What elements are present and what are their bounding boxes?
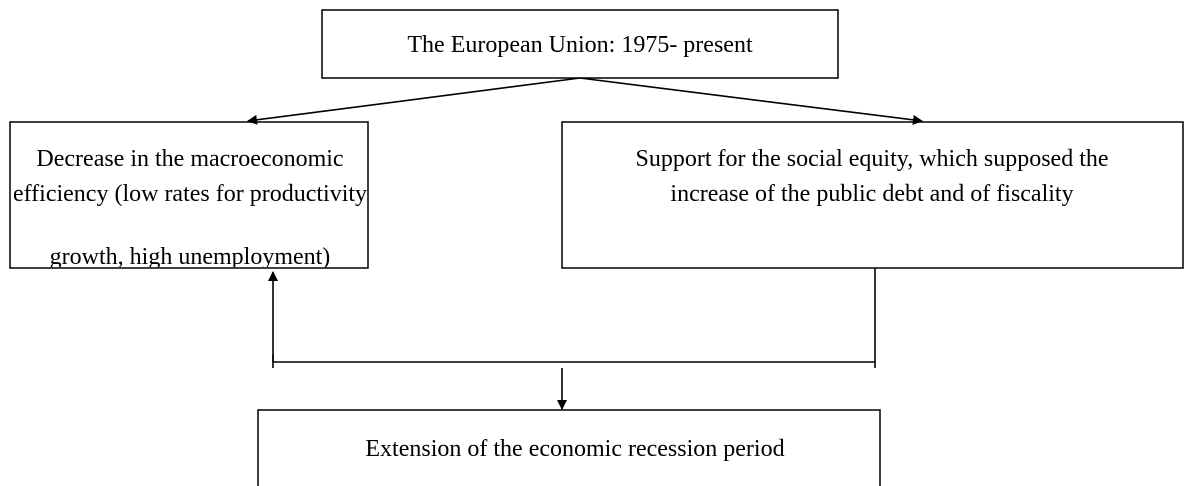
right-box bbox=[561, 121, 1184, 269]
arrow bbox=[579, 77, 923, 125]
arrow bbox=[247, 77, 581, 125]
left-box bbox=[9, 121, 369, 269]
node-text: efficiency (low rates for productivity bbox=[13, 181, 367, 207]
node-text: increase of the public debt and of fisca… bbox=[670, 181, 1073, 207]
node-text: Extension of the economic recession peri… bbox=[365, 436, 784, 462]
node-text: The European Union: 1975- present bbox=[407, 32, 753, 58]
node-text: Decrease in the macroeconomic bbox=[36, 146, 343, 172]
bottom-box bbox=[257, 409, 881, 486]
left-text: Decrease in the macroeconomic efficiency… bbox=[13, 146, 367, 270]
node-text: Support for the social equity, which sup… bbox=[635, 146, 1108, 172]
node-text: growth, high unemployment) bbox=[50, 244, 331, 270]
top-box bbox=[321, 9, 839, 79]
